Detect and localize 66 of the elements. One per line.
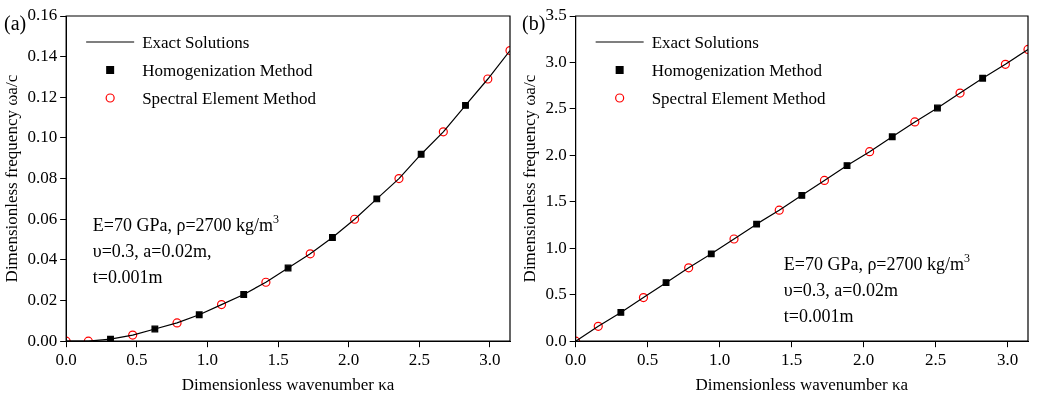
legend-label: Exact Solutions xyxy=(142,33,250,52)
point xyxy=(350,214,360,224)
y-tick-label: 1.0 xyxy=(545,237,567,257)
x-tick-label: 3.0 xyxy=(996,349,1019,369)
annotation: t=0.001m xyxy=(783,305,854,326)
x-tick-label: 2.0 xyxy=(852,349,875,369)
point xyxy=(593,321,603,331)
y-tick-label: 0.04 xyxy=(27,249,58,269)
x-tick-label: 1.5 xyxy=(780,349,803,369)
x-tick-label: 3.0 xyxy=(479,349,501,369)
point xyxy=(438,127,448,137)
point xyxy=(910,117,920,127)
y-tick-label: 1.5 xyxy=(545,191,567,211)
y-tick-label: 0.16 xyxy=(27,5,58,25)
y-tick-label: 0.5 xyxy=(545,284,567,304)
point xyxy=(955,88,965,98)
y-axis-title: Dimensionless frequency ωa/c xyxy=(519,74,539,283)
point xyxy=(128,330,138,340)
x-tick-label: 2.5 xyxy=(408,349,430,369)
point xyxy=(305,249,315,259)
y-tick-label: 0.10 xyxy=(27,127,58,147)
annotation: υ=0.3, a=0.02m xyxy=(783,279,898,300)
y-tick-label: 3.5 xyxy=(545,5,567,25)
point xyxy=(216,300,227,310)
point xyxy=(729,234,739,244)
y-axis-title: Dimensionless frequency ωa/c xyxy=(1,74,21,283)
x-tick-label: 2.0 xyxy=(338,349,360,369)
legend-label: Homogenization Method xyxy=(142,61,314,80)
point xyxy=(774,205,784,215)
y-tick-label: 0.06 xyxy=(27,208,58,228)
legend-label: Spectral Element Method xyxy=(142,89,317,108)
x-tick-label: 1.0 xyxy=(196,349,219,369)
x-axis-title: Dimensionless wavenumber κa xyxy=(695,375,909,395)
point xyxy=(684,263,694,273)
x-tick-label: 1.0 xyxy=(708,349,731,369)
legend-label: Spectral Element Method xyxy=(651,89,826,108)
annotation: υ=0.3, a=0.02m, xyxy=(92,240,212,261)
y-tick-label: 0.0 xyxy=(545,330,567,350)
legend-label: Homogenization Method xyxy=(651,61,823,80)
annotation: t=0.001m xyxy=(92,266,163,287)
y-tick-label: 2.0 xyxy=(545,144,567,164)
y-tick-label: 0.00 xyxy=(27,330,58,350)
x-axis-title: Dimensionless wavenumber κa xyxy=(181,375,395,395)
x-tick-label: 1.5 xyxy=(267,349,289,369)
point xyxy=(172,318,182,328)
point xyxy=(483,74,493,84)
x-tick-label: 2.5 xyxy=(924,349,947,369)
y-tick-label: 0.08 xyxy=(27,168,58,188)
y-tick-label: 0.14 xyxy=(27,46,58,66)
point xyxy=(394,174,404,184)
x-tick-label: 0.5 xyxy=(126,349,148,369)
x-tick-label: 0.0 xyxy=(55,349,77,369)
y-tick-label: 2.5 xyxy=(545,98,567,118)
y-tick-label: 0.12 xyxy=(27,86,58,106)
y-tick-label: 0.02 xyxy=(27,290,58,310)
point xyxy=(865,147,875,157)
y-tick-label: 3.0 xyxy=(545,51,567,71)
point xyxy=(1000,59,1010,69)
point xyxy=(261,277,271,287)
point xyxy=(819,175,830,186)
x-tick-label: 0.5 xyxy=(637,349,659,369)
x-tick-label: 0.0 xyxy=(565,349,587,369)
text: (b) xyxy=(522,12,546,35)
legend-label: Exact Solutions xyxy=(651,33,759,52)
point xyxy=(638,292,649,303)
text: (a) xyxy=(4,12,27,35)
